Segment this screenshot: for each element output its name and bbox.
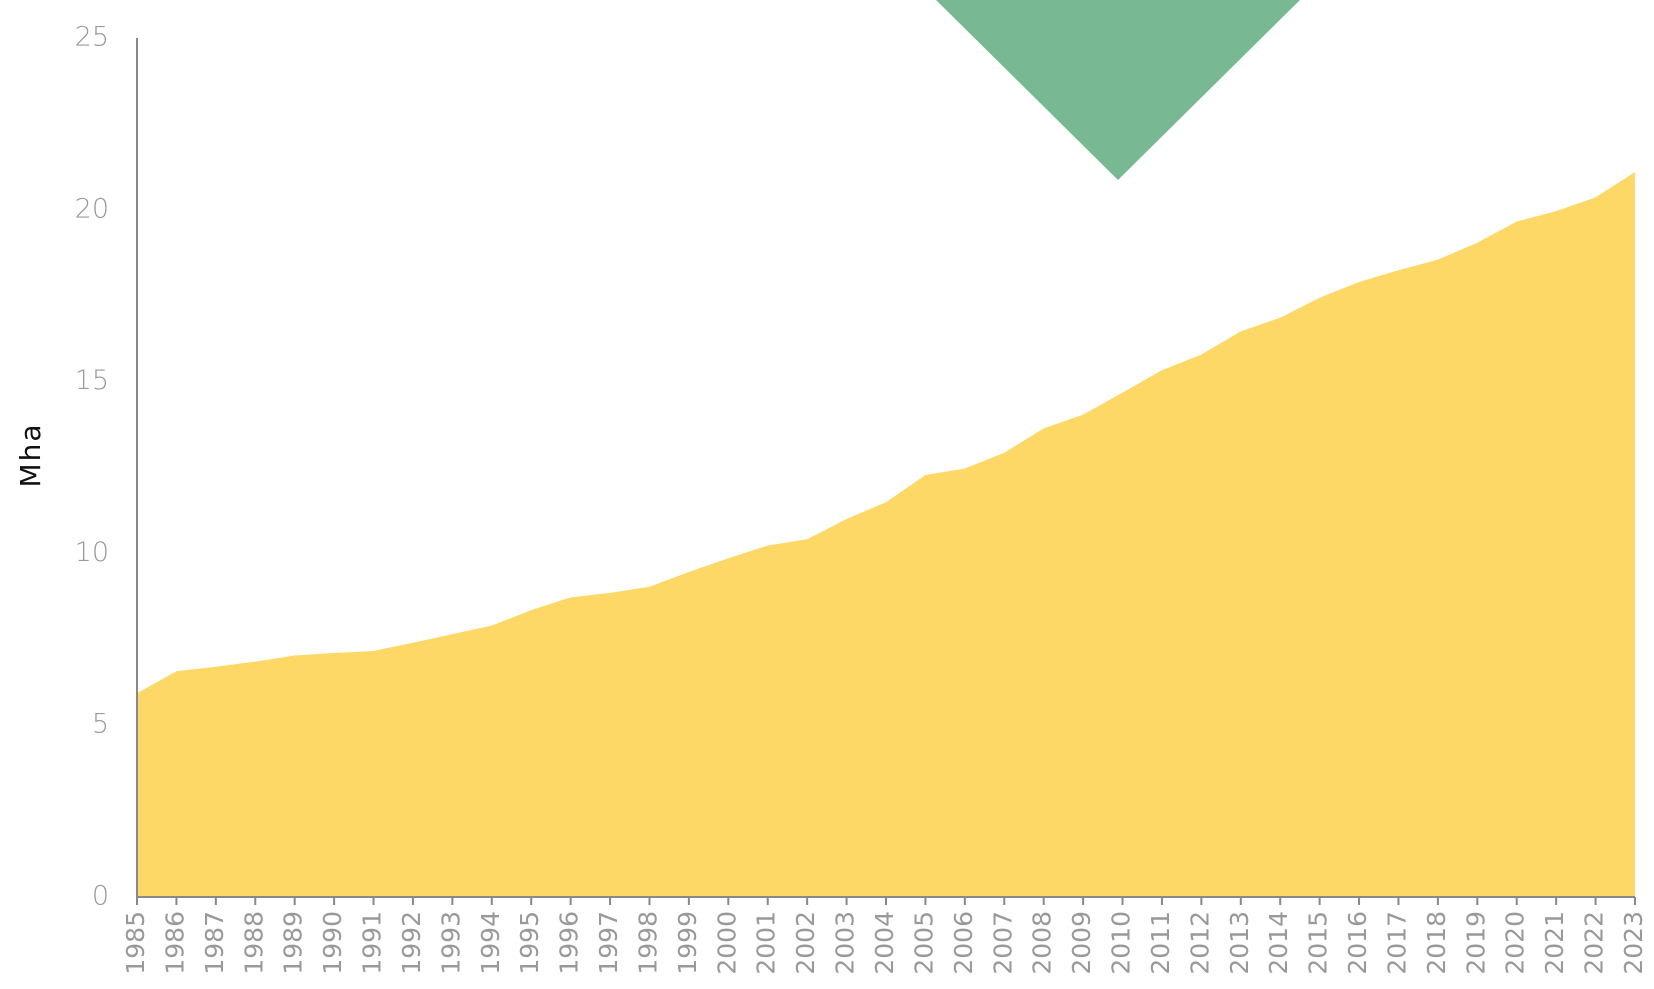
y-axis-label: Mha [14,422,47,487]
x-tick-label: 1987 [200,911,229,975]
x-tick-label: 1988 [239,911,268,975]
x-tick-label: 2010 [1107,911,1136,975]
x-tick-label: 2009 [1067,911,1096,975]
x-tick-label: 2003 [831,911,860,975]
y-tick-label: 10 [75,537,109,568]
x-tick-label: 1993 [436,911,465,975]
x-tick-label: 2014 [1264,911,1293,975]
x-tick-label: 2020 [1501,911,1530,975]
x-tick-label: 2013 [1225,911,1254,975]
y-tick-label: 0 [92,881,109,912]
y-tick-label: 25 [75,22,109,53]
x-tick-label: 2022 [1580,911,1609,975]
area [137,172,1635,897]
x-tick-label: 1989 [279,911,308,975]
decorative-triangle [936,0,1300,180]
x-tick-label: 2018 [1422,911,1451,975]
x-tick-label: 2023 [1619,911,1648,975]
x-tick-label: 1986 [160,911,189,975]
x-tick-label: 1985 [121,911,150,975]
x-tick-label: 1991 [358,911,387,975]
x-tick-label: 2001 [752,911,781,975]
x-tick-label: 2012 [1185,911,1214,975]
x-tick-label: 2004 [870,911,899,975]
x-tick-label: 1998 [633,911,662,975]
x-tick-label: 2021 [1540,911,1569,975]
x-tick-label: 2016 [1343,911,1372,975]
x-tick-label: 1992 [397,911,426,975]
x-tick-label: 2002 [791,911,820,975]
y-tick-label: 20 [75,193,109,224]
x-tick-label: 2006 [949,911,978,975]
y-tick-label: 5 [92,709,109,740]
x-tick-label: 2019 [1461,911,1490,975]
x-tick-label: 1994 [476,911,505,975]
x-tick-label: 2000 [712,911,741,975]
x-tick-label: 2011 [1146,911,1175,975]
x-tick-label: 2017 [1382,911,1411,975]
x-tick-label: 2008 [1028,911,1057,975]
x-tick-label: 2015 [1304,911,1333,975]
x-tick-label: 1996 [555,911,584,975]
x-tick-label: 2005 [909,911,938,975]
x-tick-label: 1995 [515,911,544,975]
x-tick-label: 1990 [318,911,347,975]
x-tick-label: 2007 [988,911,1017,975]
x-tick-label: 1997 [594,911,623,975]
x-tick-label: 1999 [673,911,702,975]
y-tick-label: 15 [75,365,109,396]
